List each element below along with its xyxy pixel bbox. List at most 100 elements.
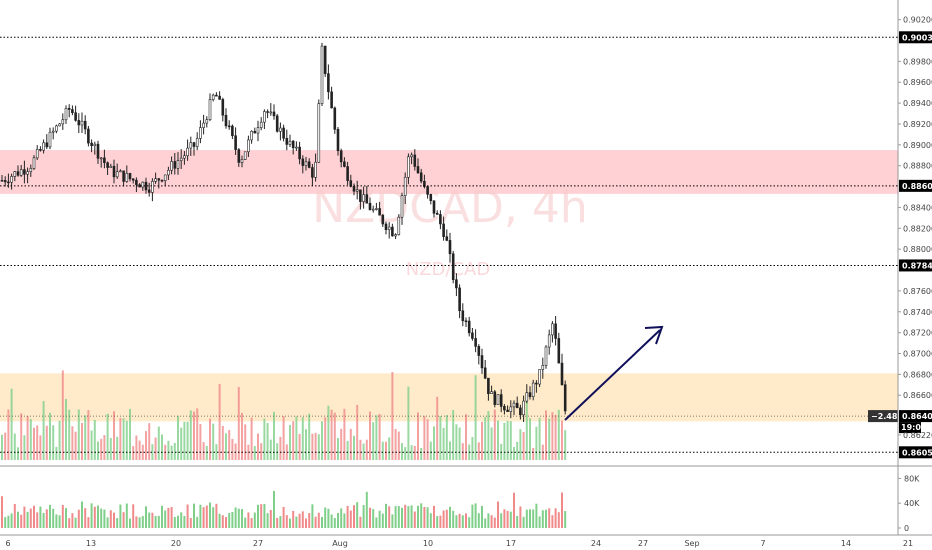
volume-overlay-bar [375,415,378,460]
candle-body [471,332,474,339]
candle-body [74,112,77,121]
volume-overlay-bar [397,431,400,460]
volume-overlay-bar [151,444,154,460]
candle-body [96,143,100,159]
volume-bar [180,512,183,528]
volume-overlay-bar [13,433,16,460]
volume-bar [295,516,298,528]
volume-bar [417,505,419,528]
candle-body [349,180,353,187]
candle-body [560,362,564,385]
candle-body [205,119,209,124]
candle-body [311,167,314,178]
candle-body [387,226,391,230]
volume-bar [465,513,467,528]
candle-body [112,165,116,178]
candle-body [3,180,7,183]
volume-bar [189,518,192,528]
candle-body [26,171,29,175]
volume-overlay-bar [81,422,83,460]
volume-overlay-bar [106,413,109,460]
volume-bar [445,509,448,528]
volume-bar [148,512,151,528]
candle-body [563,384,567,412]
candle-body [499,394,503,407]
zone-support[interactable] [0,373,898,422]
volume-overlay-bar [7,409,10,460]
candle-body [10,176,13,183]
volume-bar [381,513,384,528]
volume-overlay-bar [314,432,317,460]
volume-overlay-bar [516,441,519,460]
volume-bar [141,516,144,528]
candle-body [314,161,317,178]
volume-overlay-bar [353,435,355,460]
volume-overlay-bar [42,401,45,460]
candle-body [467,320,471,334]
candle-body [183,155,186,159]
volume-bar [199,504,202,528]
volume-bar [81,501,83,528]
volume-bar [55,514,58,528]
volume-overlay-bar [449,441,451,460]
volume-bar [170,507,173,528]
volume-bar [397,506,400,528]
volume-bar [513,492,515,528]
candle-body [519,407,522,416]
volume-tick-label: 0 [904,524,909,533]
volume-bar [561,492,563,528]
volume-bar [1,496,3,528]
volume-bar [106,517,109,528]
candle-body [346,166,349,181]
volume-overlay-bar [29,419,32,460]
forecast-arrow-head[interactable] [644,325,664,345]
candle-body [67,108,71,110]
candle-body [167,169,170,176]
candle-body [343,161,346,167]
candle-body [487,377,490,394]
volume-pane-layer: 80K 40K 0 [0,465,932,533]
volume-bar [228,513,231,528]
forecast-arrow-line[interactable] [564,329,661,421]
volume-bar [253,512,256,528]
volume-bar [532,509,535,528]
candle-body [16,171,20,176]
candle-body [448,240,452,255]
volume-bar [493,517,496,528]
volume-overlay-bar [228,430,231,460]
candle-body [122,170,125,182]
candle-body [490,391,493,394]
candle-body [240,159,244,163]
volume-overlay-bar [330,409,333,460]
candle-body [144,181,148,191]
candle-body [109,165,113,168]
volume-overlay-bar [74,431,77,460]
volume-bar [231,511,234,528]
volume-bar [29,508,32,528]
volume-bar [308,513,311,528]
volume-bar [554,508,557,528]
candle-body [327,73,330,93]
candle-body [515,402,519,409]
candle-body [163,174,167,181]
candle-body [247,139,250,153]
candle-body [301,158,305,166]
volume-overlay-bar [503,422,506,460]
volume-bar [317,512,320,528]
candle-body [426,186,429,195]
volume-bar [359,516,362,528]
level-price-text: 0.88607 [902,182,932,191]
volume-overlay-bar [97,441,99,460]
volume-bar [151,512,154,528]
volume-bar [13,503,16,528]
candle-body [99,157,103,160]
volume-overlay-bar [394,428,397,460]
candle-body [397,216,401,235]
volume-bar [205,505,208,528]
volume-overlay-bar [404,447,407,460]
volume-bar [490,515,493,528]
candle-body [23,169,26,175]
